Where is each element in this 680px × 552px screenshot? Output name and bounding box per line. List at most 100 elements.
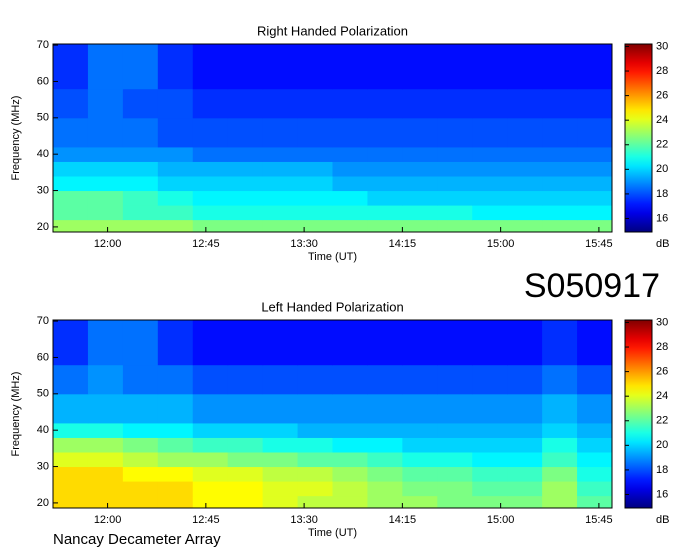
- heat-cell: [157, 190, 194, 206]
- heat-cell: [507, 393, 543, 424]
- y-tick-label: 30: [37, 460, 49, 472]
- heat-cell: [472, 437, 508, 453]
- heat-cell: [402, 437, 438, 453]
- heat-cell: [122, 190, 159, 206]
- heat-cell: [367, 495, 403, 509]
- colorbar-tick-label: 16: [656, 212, 668, 224]
- heat-cell: [262, 481, 299, 497]
- heat-cell: [577, 176, 613, 192]
- heat-cell: [262, 422, 299, 438]
- heat-cell: [53, 205, 89, 221]
- y-tick-label: 60: [37, 351, 49, 363]
- heat-cell: [157, 176, 194, 192]
- heat-cell: [87, 205, 124, 221]
- heat-cell: [297, 205, 333, 221]
- y-tick-label: 30: [37, 184, 49, 196]
- heat-cell: [297, 364, 333, 395]
- heat-cell: [402, 205, 438, 221]
- heat-cell: [87, 176, 124, 192]
- plot-frame: [52, 319, 613, 509]
- heat-cell: [122, 205, 159, 221]
- x-tick-label: 14:15: [389, 238, 417, 250]
- heat-cell: [157, 44, 194, 90]
- heat-cell: [332, 190, 368, 206]
- heat-cell: [367, 422, 403, 438]
- heat-cell: [367, 190, 403, 206]
- heat-cell: [262, 437, 299, 453]
- heat-cell: [367, 364, 403, 395]
- x-tick-label: 15:45: [585, 514, 613, 526]
- heat-cell: [472, 364, 508, 395]
- heat-cell: [227, 44, 264, 90]
- heat-cell: [507, 219, 543, 233]
- heat-cell: [367, 466, 403, 482]
- heat-cell: [297, 176, 333, 192]
- heat-cell: [577, 219, 613, 233]
- heat-cell: [437, 44, 473, 90]
- heat-cell: [367, 117, 403, 148]
- heat-cell: [367, 393, 403, 424]
- colorbar-tick-label: 16: [656, 488, 668, 500]
- heat-cell: [542, 117, 578, 148]
- heat-cell: [122, 422, 159, 438]
- heat-cell: [472, 176, 508, 192]
- heat-cell: [87, 117, 124, 148]
- heat-cell: [122, 437, 159, 453]
- heat-cell: [297, 117, 333, 148]
- heat-cell: [157, 481, 194, 497]
- x-tick-label: 14:15: [389, 514, 417, 526]
- heat-cell: [437, 481, 473, 497]
- heat-cell: [542, 422, 578, 438]
- heat-cell: [402, 190, 438, 206]
- heat-cell: [542, 161, 578, 177]
- heat-cell: [577, 452, 613, 468]
- heat-cell: [577, 481, 613, 497]
- heat-cell: [507, 495, 543, 509]
- heat-cell: [472, 161, 508, 177]
- heat-cell: [542, 481, 578, 497]
- heat-cell: [507, 190, 543, 206]
- chart-title: Left Handed Polarization: [261, 299, 403, 314]
- heat-cell: [367, 437, 403, 453]
- heat-cell: [192, 364, 229, 395]
- heat-cell: [297, 437, 333, 453]
- colorbar-label: dB: [656, 514, 669, 526]
- heat-cell: [507, 422, 543, 438]
- y-axis-label: Frequency (MHz): [10, 96, 22, 181]
- heat-cell: [53, 495, 89, 509]
- heat-cell: [157, 364, 194, 395]
- heat-cell: [577, 146, 613, 162]
- heat-cell: [87, 146, 124, 162]
- heat-cell: [53, 117, 89, 148]
- colorbar-tick-label: 18: [656, 464, 668, 476]
- heat-cell: [472, 495, 508, 509]
- plot-frame: [52, 43, 613, 233]
- heat-cell: [262, 146, 299, 162]
- heat-cell: [437, 88, 473, 119]
- heat-cell: [542, 146, 578, 162]
- heat-cell: [227, 422, 264, 438]
- x-tick-label: 15:00: [487, 238, 515, 250]
- colorbar-tick-label: 26: [656, 366, 668, 378]
- heat-cell: [53, 146, 89, 162]
- heat-cell: [192, 117, 229, 148]
- heat-cell: [507, 364, 543, 395]
- heat-cell: [437, 495, 473, 509]
- heat-cell: [262, 364, 299, 395]
- x-tick-label: 15:45: [585, 238, 613, 250]
- heat-cell: [122, 44, 159, 90]
- heat-cell: [507, 88, 543, 119]
- heat-cell: [262, 393, 299, 424]
- heat-cell: [332, 466, 368, 482]
- colorbar-tick-label: 22: [656, 415, 668, 427]
- y-tick-label: 40: [37, 424, 49, 436]
- y-tick-label: 70: [37, 39, 49, 51]
- heat-cell: [577, 495, 613, 509]
- heat-cell: [87, 437, 124, 453]
- heat-cell: [437, 146, 473, 162]
- heat-cell: [507, 437, 543, 453]
- heat-cell: [122, 117, 159, 148]
- heat-cell: [53, 422, 89, 438]
- heat-cell: [472, 452, 508, 468]
